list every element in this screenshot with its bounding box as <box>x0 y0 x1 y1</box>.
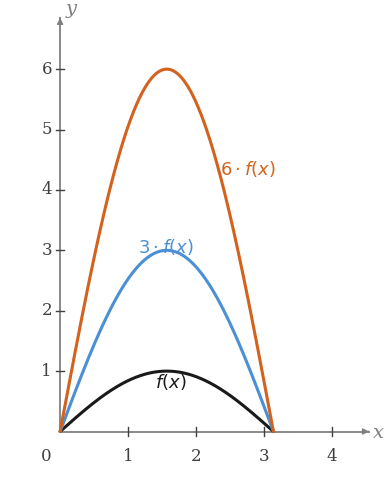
Text: 4: 4 <box>326 448 337 465</box>
Text: 1: 1 <box>41 363 52 380</box>
Text: x: x <box>372 424 384 442</box>
Text: y: y <box>66 0 76 18</box>
Text: 1: 1 <box>123 448 133 465</box>
Text: 3: 3 <box>41 242 52 259</box>
Text: 2: 2 <box>41 302 52 319</box>
Text: 5: 5 <box>41 121 52 138</box>
Text: 3: 3 <box>258 448 269 465</box>
Text: 6: 6 <box>41 61 52 78</box>
Text: 2: 2 <box>190 448 201 465</box>
Text: 0: 0 <box>41 448 52 465</box>
Text: 4: 4 <box>41 182 52 198</box>
Text: $f(x)$: $f(x)$ <box>155 372 187 392</box>
Text: $3 \cdot f(x)$: $3 \cdot f(x)$ <box>138 237 194 257</box>
Text: $6 \cdot f(x)$: $6 \cdot f(x)$ <box>220 159 275 179</box>
